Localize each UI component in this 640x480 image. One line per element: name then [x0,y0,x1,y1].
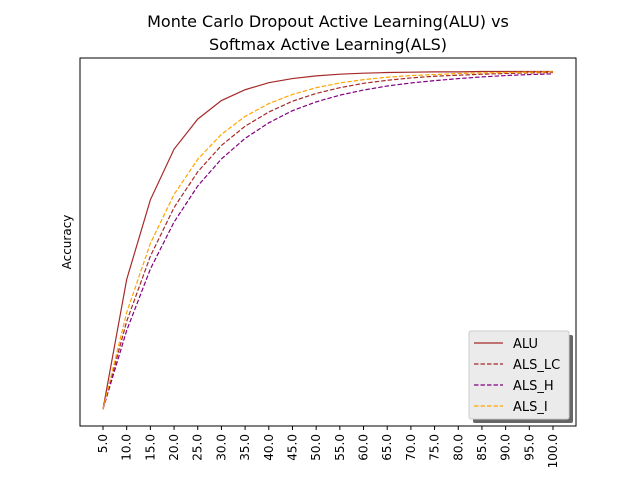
legend-label-als-h: ALS_H [513,379,554,394]
x-tick-label: 35.0 [238,434,252,461]
x-tick-label: 10.0 [120,434,134,461]
legend: ALU ALS_LC ALS_H ALS_I [468,330,573,423]
plot-area [79,57,577,427]
x-tick-label: 70.0 [404,434,418,461]
x-tick-label: 55.0 [333,434,347,461]
x-tick-label: 40.0 [262,434,276,461]
x-tick-label: 5.0 [96,434,110,453]
legend-box [468,330,570,420]
series-layer [102,70,554,410]
series-line-als-i [102,71,554,410]
x-tick-label: 75.0 [428,434,442,461]
series-line-als-lc [102,71,554,410]
x-tick-label: 80.0 [451,434,465,461]
chart-title-line-1: Monte Carlo Dropout Active Learning(ALU)… [147,12,509,31]
legend-label-als-lc: ALS_LC [513,358,560,373]
x-tick-label: 65.0 [380,434,394,461]
x-tick-label: 85.0 [475,434,489,461]
chart-title-line-2: Softmax Active Learning(ALS) [209,35,447,54]
series-line-alu [102,70,553,410]
x-tick-label: 90.0 [499,434,513,461]
x-tick-label: 100.0 [546,434,560,468]
x-tick-label: 30.0 [214,434,228,461]
x-tick-label: 25.0 [191,434,205,461]
x-tick-label: 50.0 [309,434,323,461]
x-tick-label: 15.0 [143,434,157,461]
series-line-als-h [102,73,554,410]
legend-label-als-i: ALS_I [513,400,548,415]
legend-label-alu: ALU [513,337,538,352]
y-axis-label: Accuracy [60,215,74,270]
x-tick-label: 45.0 [285,434,299,461]
x-tick-label: 95.0 [522,434,536,461]
x-axis: 5.0 10.0 15.0 20.0 25.0 30.0 35.0 40.0 45.0 50.0 5… [96,426,560,468]
x-tick-label: 20.0 [167,434,181,461]
x-tick-label: 60.0 [357,434,371,461]
